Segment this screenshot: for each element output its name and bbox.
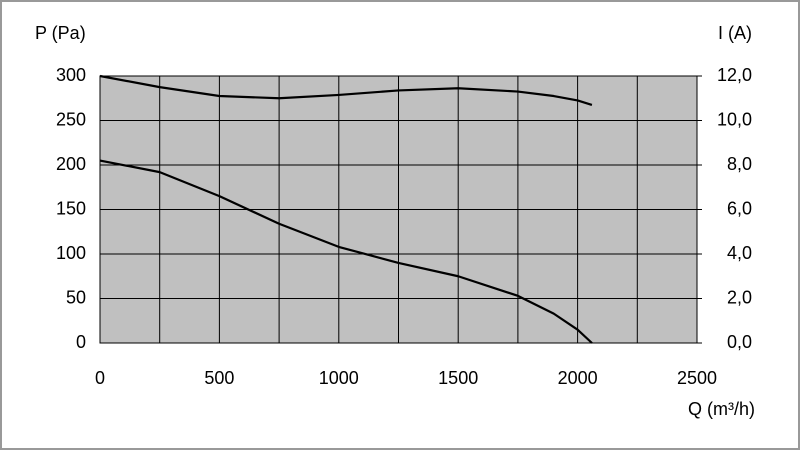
y2-tick-label: 0,0 — [727, 332, 752, 352]
curve — [99, 74, 593, 106]
y-tick-label: 200 — [56, 154, 86, 174]
x-tick-label: 1000 — [319, 368, 359, 388]
y-tick-label: 0 — [76, 332, 86, 352]
x-tick-label: 500 — [204, 368, 234, 388]
y2-axis-label: I (A) — [718, 23, 752, 43]
y2-tick-label: 4,0 — [727, 243, 752, 263]
curve — [99, 159, 593, 344]
x-tick-label: 0 — [95, 368, 105, 388]
y-tick-label: 100 — [56, 243, 86, 263]
y-tick-label: 50 — [66, 287, 86, 307]
y-tick-label: 300 — [56, 65, 86, 85]
y-tick-label: 150 — [56, 198, 86, 218]
x-tick-label: 2500 — [677, 368, 717, 388]
y2-tick-label: 8,0 — [727, 154, 752, 174]
y2-tick-label: 6,0 — [727, 198, 752, 218]
y2-tick-label: 2,0 — [727, 287, 752, 307]
y-axis-label: P (Pa) — [35, 23, 86, 43]
x-tick-label: 1500 — [438, 368, 478, 388]
x-tick-label: 2000 — [558, 368, 598, 388]
y2-tick-label: 12,0 — [717, 65, 752, 85]
x-axis-label: Q (m³/h) — [688, 399, 755, 419]
y-tick-label: 250 — [56, 109, 86, 129]
y2-tick-label: 10,0 — [717, 109, 752, 129]
